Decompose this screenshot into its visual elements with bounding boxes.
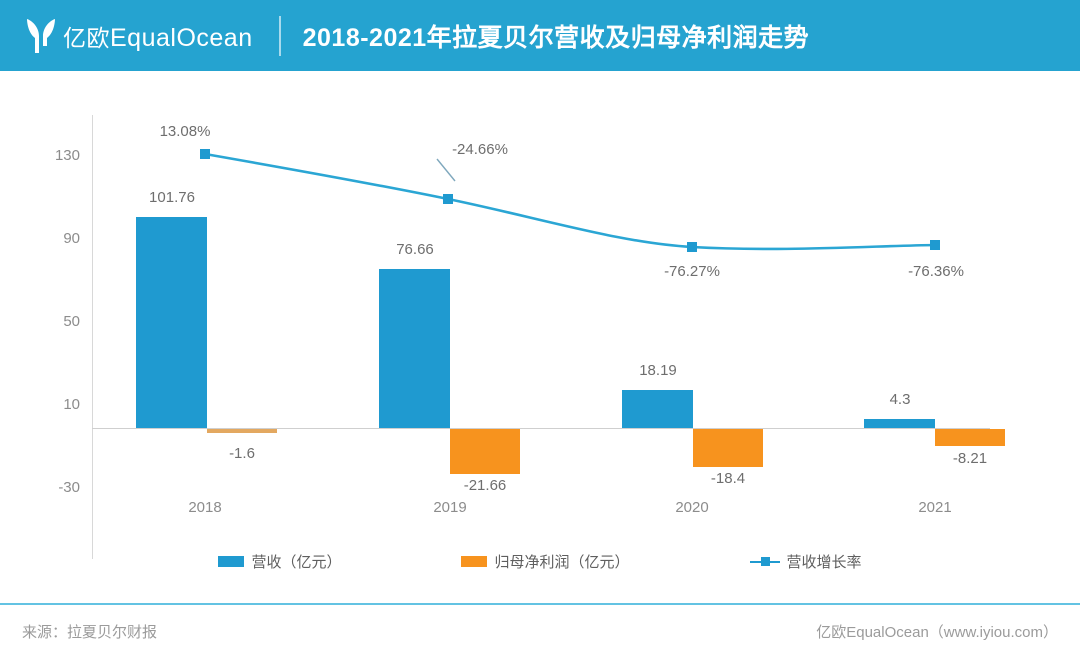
legend-item-profit[interactable]: 归母净利润（亿元） <box>461 551 630 572</box>
x-tick-2021: 2021 <box>918 499 952 516</box>
y-tick-10: 10 <box>63 396 80 413</box>
header-divider <box>278 15 281 56</box>
rate-label-2020: -76.27% <box>664 263 720 280</box>
header-bar: 亿欧EqualOcean 2018-2021年拉夏贝尔营收及归母净利润走势 <box>0 0 1080 71</box>
value-label-profit-2021: -8.21 <box>952 450 988 467</box>
bar-profit-2019[interactable] <box>450 429 520 474</box>
x-tick-2018: 2018 <box>188 499 222 516</box>
legend-line-growth-icon <box>749 556 780 567</box>
y-axis-line <box>92 115 93 559</box>
rate-label-2021: -76.36% <box>908 263 964 280</box>
growth-point-2021 <box>930 240 940 250</box>
x-tick-2020: 2020 <box>675 499 709 516</box>
footer-divider <box>0 603 1080 605</box>
growth-point-2018 <box>200 149 210 159</box>
footer-credit: 亿欧EqualOcean（www.iyiou.com） <box>816 623 1058 641</box>
bar-revenue-2020[interactable] <box>622 390 693 428</box>
value-label-revenue-2021: 4.3 <box>889 391 911 408</box>
footer-bar: 来源：拉夏贝尔财报 亿欧EqualOcean（www.iyiou.com） <box>0 606 1080 656</box>
brand-logo-en: EqualOcean <box>110 23 253 52</box>
value-label-revenue-2018: 101.76 <box>149 189 195 206</box>
legend-label-growth-rate: 营收增长率 <box>786 553 862 571</box>
value-label-profit-2019: -21.66 <box>463 477 507 494</box>
rate-label-2018: 13.08% <box>159 123 211 140</box>
page-title: 2018-2021年拉夏贝尔营收及归母净利润走势 <box>302 23 810 52</box>
footer-source: 来源：拉夏贝尔财报 <box>22 623 158 641</box>
legend-swatch-revenue-icon <box>218 555 245 567</box>
legend-item-growth-rate[interactable]: 营收增长率 <box>749 551 862 572</box>
bar-profit-2018[interactable] <box>207 429 277 433</box>
growth-rate-line <box>204 152 936 251</box>
brand-logo-cn: 亿欧 <box>63 24 110 51</box>
brand-logo-text: 亿欧EqualOcean <box>63 19 253 53</box>
x-tick-2019: 2019 <box>433 499 467 516</box>
callout-leader-2019 <box>436 158 456 182</box>
legend-label-profit: 归母净利润（亿元） <box>494 553 630 571</box>
bar-profit-2021[interactable] <box>935 429 1005 446</box>
bar-revenue-2019[interactable] <box>379 269 450 428</box>
zero-baseline <box>92 428 990 429</box>
value-label-profit-2020: -18.4 <box>710 470 746 487</box>
y-tick-50: 50 <box>63 313 80 330</box>
value-label-profit-2018: -1.6 <box>229 445 255 462</box>
growth-point-2019 <box>443 194 453 204</box>
bar-revenue-2021[interactable] <box>864 419 935 428</box>
growth-point-2020 <box>687 242 697 252</box>
bar-profit-2020[interactable] <box>693 429 763 467</box>
chart-legend: 营收（亿元） 归母净利润（亿元） 营收增长率 <box>0 541 1080 581</box>
y-tick-90: 90 <box>63 230 80 247</box>
legend-item-revenue[interactable]: 营收（亿元） <box>218 551 341 572</box>
value-label-revenue-2019: 76.66 <box>396 241 434 258</box>
legend-label-revenue: 营收（亿元） <box>251 553 342 571</box>
legend-swatch-profit-icon <box>461 555 488 567</box>
value-label-revenue-2020: 18.19 <box>639 362 677 379</box>
bar-revenue-2018[interactable] <box>136 217 207 428</box>
rate-label-2019: -24.66% <box>452 141 508 158</box>
chart-canvas: 130 90 50 10 -30 2018 2019 2020 2021 101… <box>0 71 1080 604</box>
y-axis-labels: 130 90 50 10 -30 <box>18 71 80 604</box>
y-tick--30: -30 <box>58 479 80 496</box>
y-tick-130: 130 <box>54 147 80 164</box>
brand-logo: 亿欧EqualOcean <box>22 16 253 56</box>
equalocean-sprout-logo-icon <box>27 18 55 53</box>
